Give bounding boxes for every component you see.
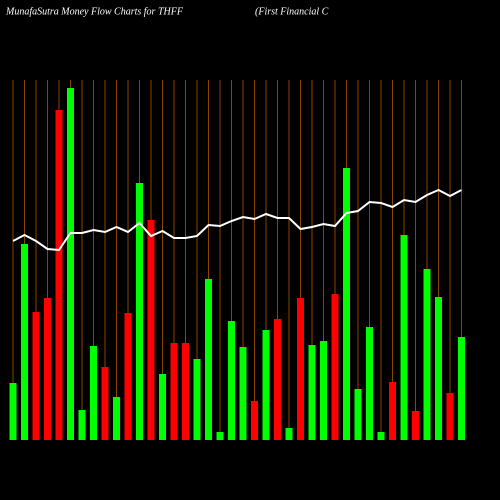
bar <box>377 432 385 440</box>
bar <box>21 244 28 440</box>
bar <box>78 410 86 440</box>
bar <box>331 294 339 440</box>
bar <box>297 298 304 440</box>
bar <box>216 432 224 440</box>
bar <box>32 312 40 440</box>
bar <box>343 168 350 440</box>
bar <box>124 313 132 440</box>
bar <box>435 297 442 440</box>
bar <box>400 235 408 440</box>
bar <box>67 88 74 440</box>
bar <box>159 374 166 440</box>
bar <box>251 401 258 440</box>
chart-title: MunafaSutra Money Flow Charts for THFF <box>5 6 184 17</box>
bar <box>9 383 17 440</box>
bar <box>320 341 327 440</box>
bar <box>354 389 362 440</box>
bar <box>136 183 143 440</box>
chart-subtitle: (First Financial C <box>255 6 329 17</box>
bar <box>366 327 373 440</box>
bar <box>458 337 465 440</box>
bar <box>274 319 281 440</box>
bar <box>308 345 316 440</box>
flow-line <box>12 188 462 252</box>
bar <box>412 411 419 440</box>
bar <box>147 220 155 440</box>
bar <box>44 298 51 440</box>
bar <box>239 347 247 440</box>
bar <box>262 330 270 440</box>
bar <box>90 346 97 440</box>
bar <box>170 343 178 440</box>
bar <box>182 343 189 440</box>
bar <box>55 110 63 440</box>
bar <box>193 359 201 440</box>
bar <box>113 397 120 440</box>
bar <box>446 393 454 440</box>
bar <box>205 279 212 440</box>
bar <box>228 321 235 440</box>
bar <box>389 382 396 440</box>
bar <box>285 428 293 440</box>
bar <box>101 367 109 440</box>
bar <box>423 269 431 440</box>
